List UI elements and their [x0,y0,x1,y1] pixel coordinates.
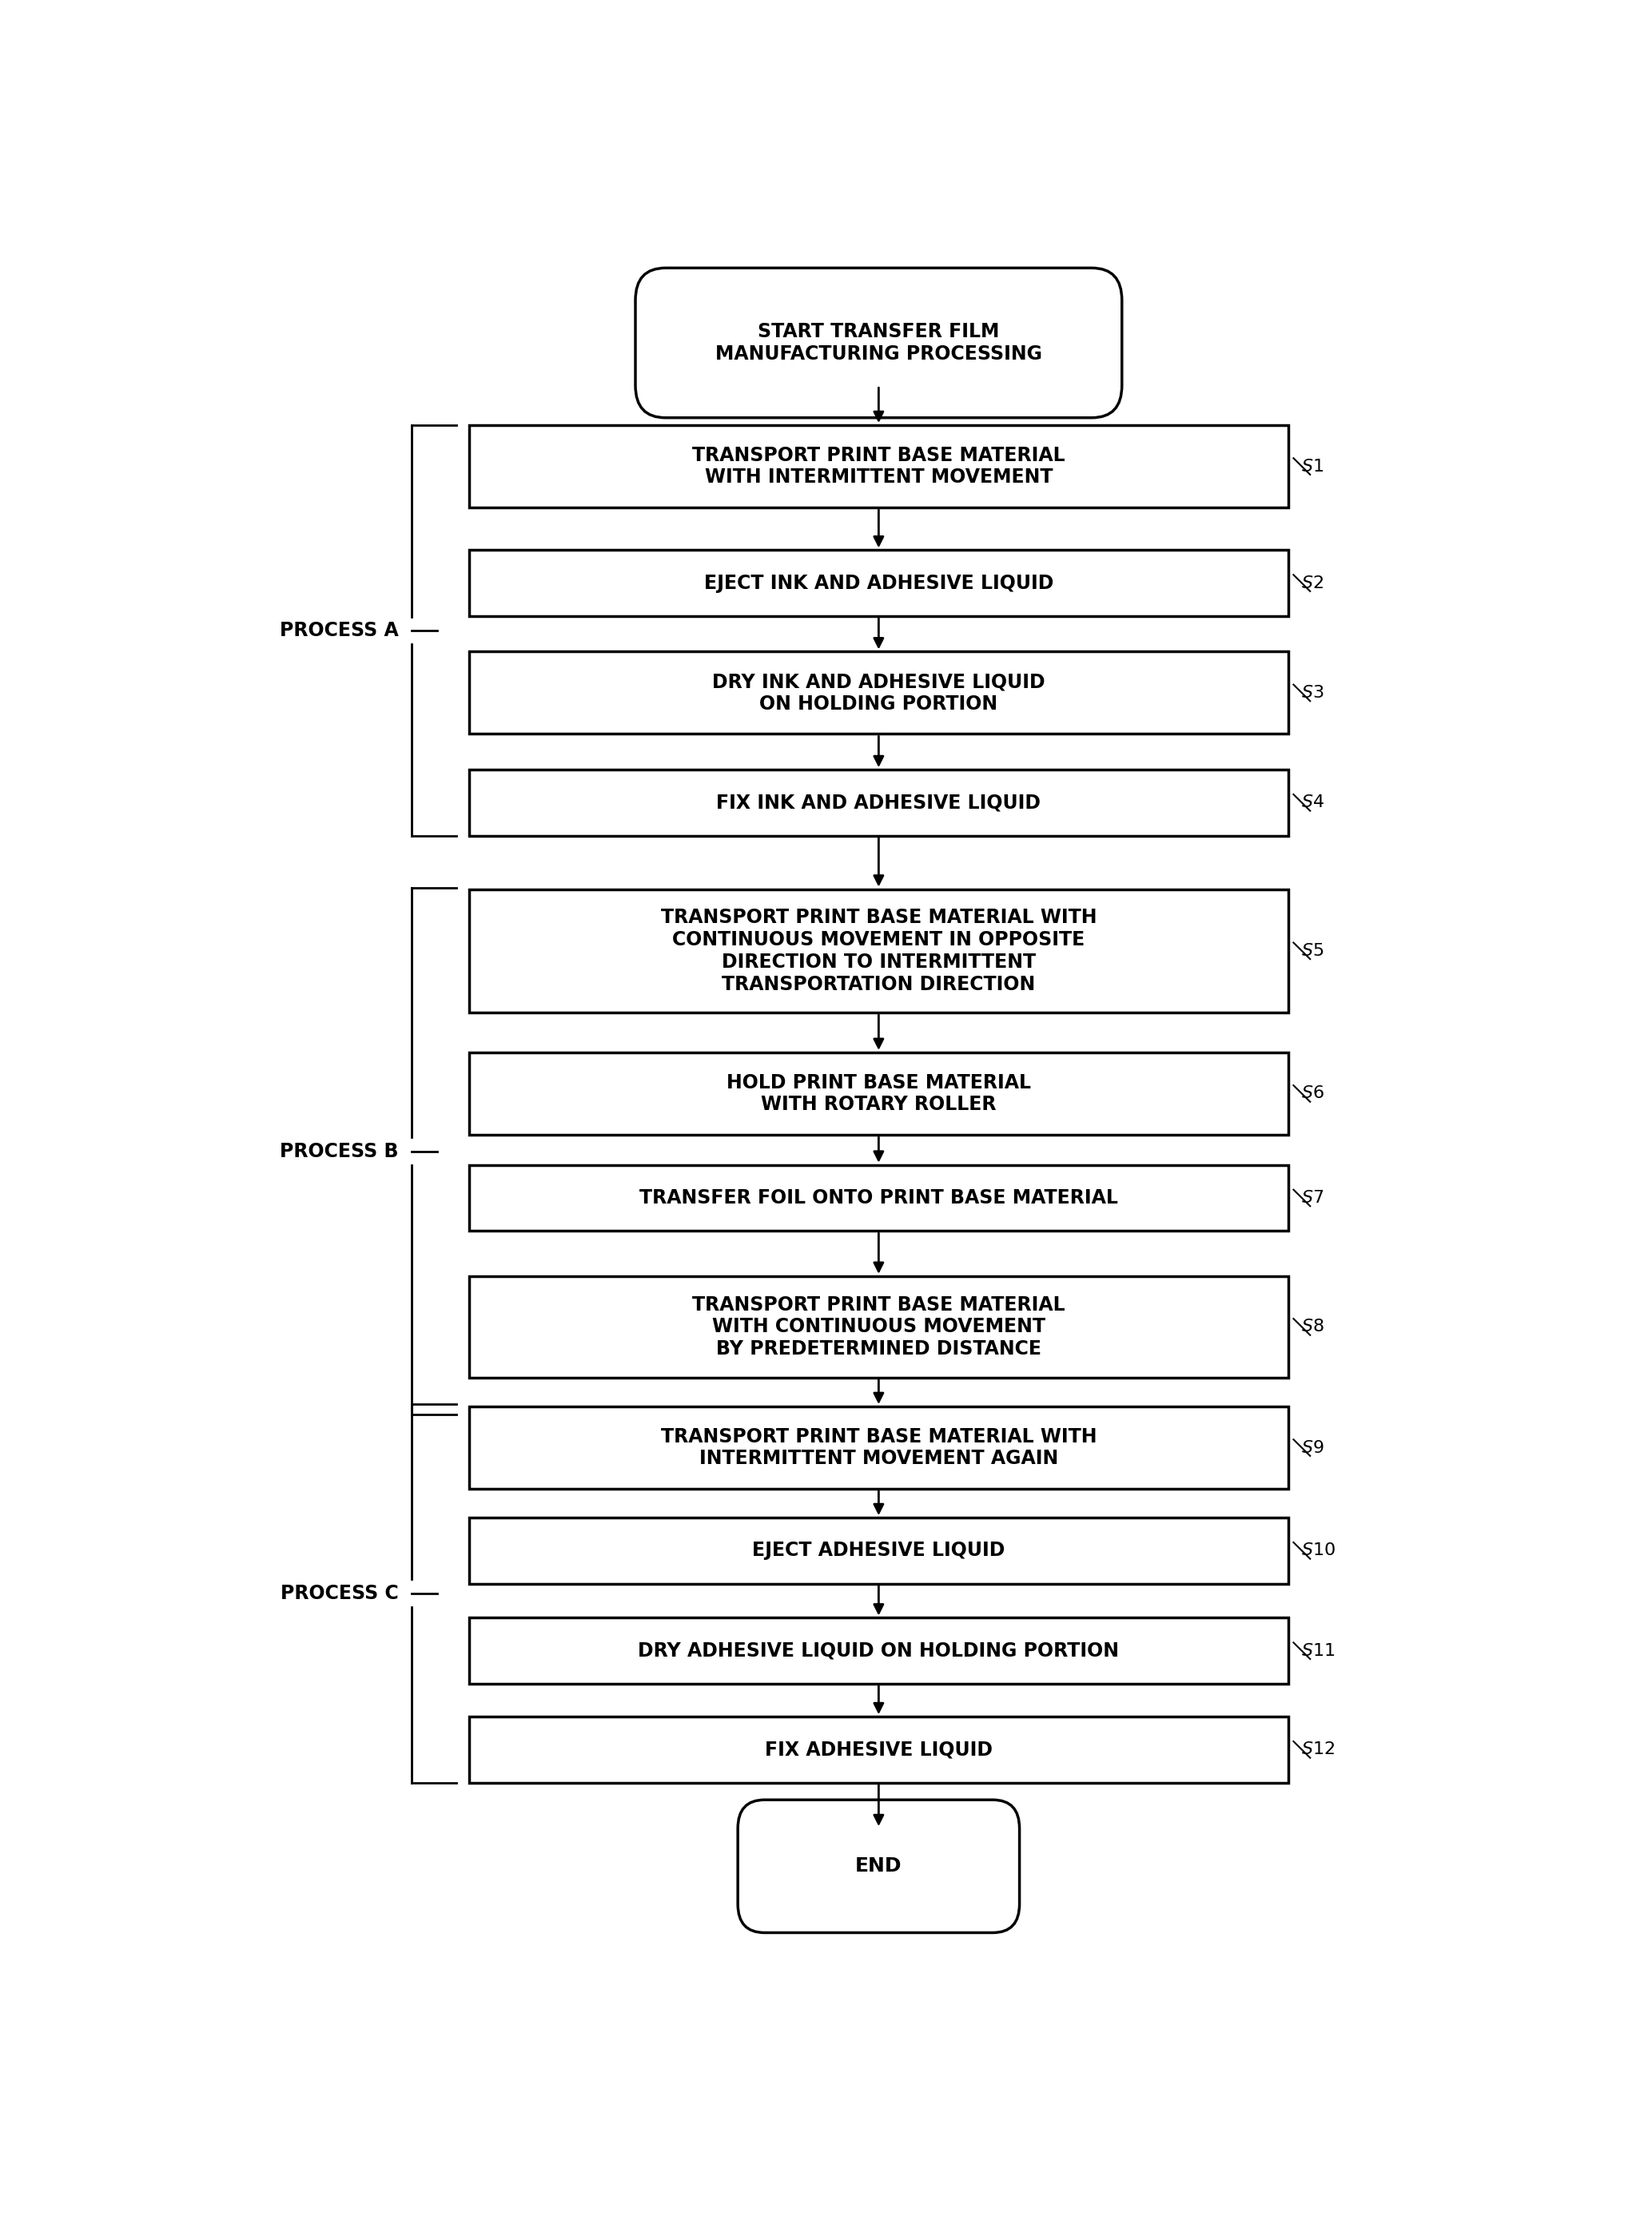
Text: $\mathit{S12}$: $\mathit{S12}$ [1302,1742,1335,1758]
Text: TRANSPORT PRINT BASE MATERIAL
WITH CONTINUOUS MOVEMENT
BY PREDETERMINED DISTANCE: TRANSPORT PRINT BASE MATERIAL WITH CONTI… [692,1294,1066,1359]
Text: TRANSPORT PRINT BASE MATERIAL
WITH INTERMITTENT MOVEMENT: TRANSPORT PRINT BASE MATERIAL WITH INTER… [692,446,1066,488]
Text: $\mathit{S6}$: $\mathit{S6}$ [1302,1085,1325,1101]
Text: TRANSFER FOIL ONTO PRINT BASE MATERIAL: TRANSFER FOIL ONTO PRINT BASE MATERIAL [639,1188,1118,1208]
Text: DRY ADHESIVE LIQUID ON HOLDING PORTION: DRY ADHESIVE LIQUID ON HOLDING PORTION [638,1642,1118,1660]
Text: PROCESS C: PROCESS C [281,1584,398,1602]
FancyBboxPatch shape [636,267,1122,417]
Text: FIX ADHESIVE LIQUID: FIX ADHESIVE LIQUID [765,1740,993,1760]
Text: START TRANSFER FILM
MANUFACTURING PROCESSING: START TRANSFER FILM MANUFACTURING PROCES… [715,323,1042,363]
Bar [469,1716,1289,1782]
Text: TRANSPORT PRINT BASE MATERIAL WITH
CONTINUOUS MOVEMENT IN OPPOSITE
DIRECTION TO : TRANSPORT PRINT BASE MATERIAL WITH CONTI… [661,909,1097,994]
Text: $\mathit{S10}$: $\mathit{S10}$ [1302,1542,1335,1560]
Text: DRY INK AND ADHESIVE LIQUID
ON HOLDING PORTION: DRY INK AND ADHESIVE LIQUID ON HOLDING P… [712,673,1046,713]
Text: $\mathit{S1}$: $\mathit{S1}$ [1302,459,1323,475]
Text: $\mathit{S9}$: $\mathit{S9}$ [1302,1439,1323,1455]
Bar [469,550,1289,615]
FancyBboxPatch shape [738,1800,1019,1932]
Bar [469,1618,1289,1684]
Text: EJECT INK AND ADHESIVE LIQUID: EJECT INK AND ADHESIVE LIQUID [704,573,1054,593]
Text: $\mathit{S3}$: $\mathit{S3}$ [1302,684,1323,702]
Bar [469,426,1289,508]
Bar [469,1517,1289,1584]
Bar [469,769,1289,836]
Text: HOLD PRINT BASE MATERIAL
WITH ROTARY ROLLER: HOLD PRINT BASE MATERIAL WITH ROTARY ROL… [727,1074,1031,1114]
Text: $\mathit{S7}$: $\mathit{S7}$ [1302,1190,1323,1205]
Text: $\mathit{S11}$: $\mathit{S11}$ [1302,1642,1335,1660]
Text: $\mathit{S4}$: $\mathit{S4}$ [1302,795,1325,811]
Text: TRANSPORT PRINT BASE MATERIAL WITH
INTERMITTENT MOVEMENT AGAIN: TRANSPORT PRINT BASE MATERIAL WITH INTER… [661,1426,1097,1468]
Text: EJECT ADHESIVE LIQUID: EJECT ADHESIVE LIQUID [752,1542,1004,1560]
Text: FIX INK AND ADHESIVE LIQUID: FIX INK AND ADHESIVE LIQUID [717,793,1041,813]
Bar [469,1406,1289,1488]
Bar [469,1277,1289,1377]
Bar [469,651,1289,733]
Text: PROCESS B: PROCESS B [279,1141,398,1161]
Bar [469,1165,1289,1230]
Bar [469,1052,1289,1134]
Bar [469,889,1289,1012]
Text: $\mathit{S8}$: $\mathit{S8}$ [1302,1319,1325,1335]
Text: PROCESS A: PROCESS A [279,622,398,639]
Text: $\mathit{S5}$: $\mathit{S5}$ [1302,942,1323,958]
Text: END: END [856,1856,902,1876]
Text: $\mathit{S2}$: $\mathit{S2}$ [1302,575,1323,590]
